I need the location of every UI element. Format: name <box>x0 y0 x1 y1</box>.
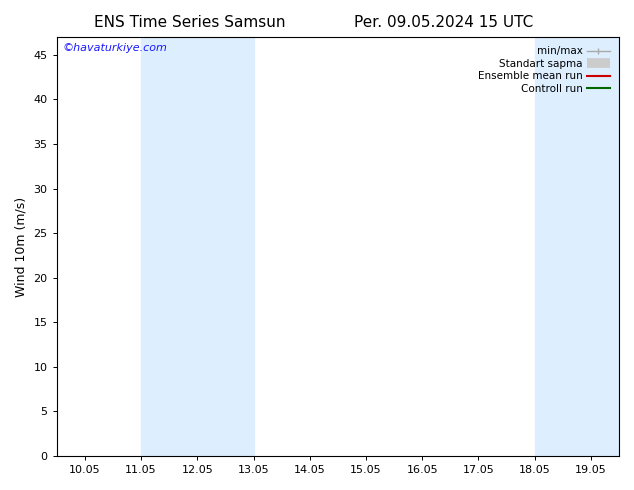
Bar <box>141 37 197 456</box>
Text: ©havaturkiye.com: ©havaturkiye.com <box>62 43 167 53</box>
Bar <box>591 37 619 456</box>
Text: Per. 09.05.2024 15 UTC: Per. 09.05.2024 15 UTC <box>354 15 533 30</box>
Y-axis label: Wind 10m (m/s): Wind 10m (m/s) <box>15 196 28 296</box>
Bar <box>534 37 591 456</box>
Text: ENS Time Series Samsun: ENS Time Series Samsun <box>94 15 286 30</box>
Bar <box>197 37 254 456</box>
Legend: min/max, Standart sapma, Ensemble mean run, Controll run: min/max, Standart sapma, Ensemble mean r… <box>475 43 612 97</box>
